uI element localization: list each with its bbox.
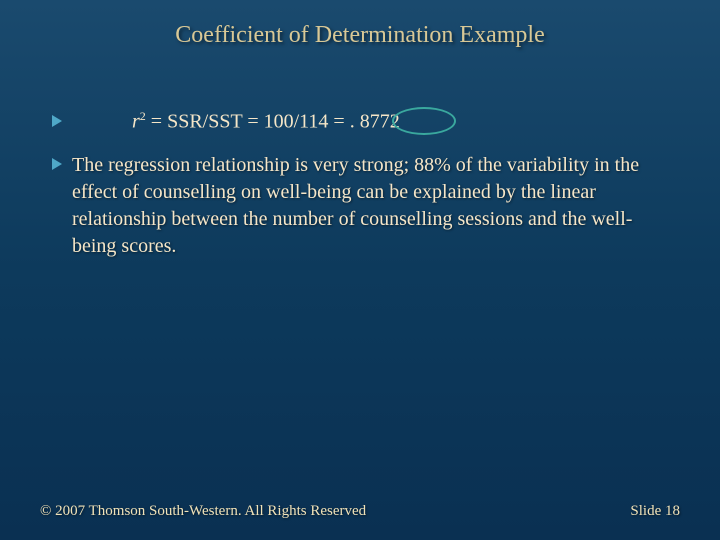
slide-title: Coefficient of Determination Example [0, 0, 720, 49]
body-row: The regression relationship is very stro… [50, 152, 670, 260]
footer: © 2007 Thomson South-Western. All Rights… [0, 503, 720, 520]
formula-var: r [132, 111, 140, 133]
formula-equation: = SSR/SST = 100/114 = [146, 111, 350, 133]
bullet-icon [50, 157, 64, 176]
bullet-icon [50, 114, 64, 133]
slide-content: r2 = SSR/SST = 100/114 = . 8772 The regr… [0, 49, 720, 260]
body-text: The regression relationship is very stro… [72, 152, 670, 260]
highlight-circle [392, 107, 456, 135]
formula-result: . 8772 [350, 111, 400, 133]
formula-text: r2 = SSR/SST = 100/114 = . 8772 [132, 109, 400, 134]
copyright-text: © 2007 Thomson South-Western. All Rights… [40, 503, 366, 520]
slide-number: Slide 18 [630, 503, 680, 520]
formula-row: r2 = SSR/SST = 100/114 = . 8772 [50, 109, 670, 134]
